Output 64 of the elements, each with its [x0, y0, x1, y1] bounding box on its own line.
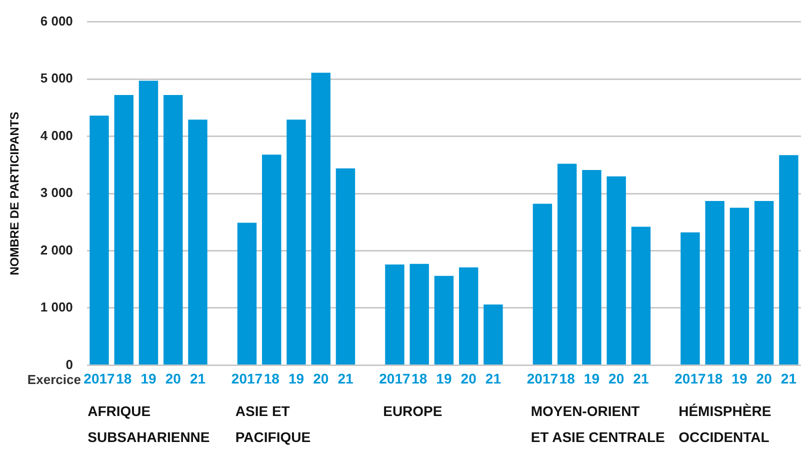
x-tick-label: 20 [313, 370, 329, 386]
y-tick-label: 1 000 [40, 300, 73, 315]
text: EUROPE [383, 402, 442, 421]
bar [90, 116, 109, 364]
x-tick-label: 19 [584, 370, 600, 386]
bar [434, 276, 454, 364]
y-tick-label: 4 000 [40, 128, 73, 143]
x-tick-label: 18 [264, 370, 280, 386]
y-tick-label: 6 000 [40, 13, 73, 28]
x-tick-label: 21 [338, 370, 354, 386]
y-tick-label: 2 000 [40, 242, 73, 258]
x-tick-label: 18 [412, 370, 428, 386]
y-tick-label: 0 [66, 356, 73, 372]
text: HÉMISPHÈRE OCCIDENTAL [678, 402, 772, 447]
text: MOYEN-ORIENT ET ASIE CENTRALE [530, 402, 665, 447]
text: ASIE ET PACIFIQUE [235, 402, 311, 447]
bar [631, 226, 651, 364]
bar [754, 200, 774, 364]
x-tick-label: 21 [780, 370, 797, 386]
bar [606, 176, 626, 364]
x-tick-label: 2017 [526, 370, 558, 386]
x-axis-title: Exercice [27, 372, 81, 387]
bar [286, 120, 306, 364]
bar [705, 200, 724, 364]
x-tick-label: 19 [732, 370, 748, 386]
y-axis-title: NOMBRE DE PARTICIPANTS [8, 112, 22, 276]
y-tick-label: 3 000 [40, 185, 73, 200]
bar [138, 80, 158, 364]
x-tick-label: 20 [756, 370, 772, 386]
bar [557, 164, 577, 364]
x-tick-label: 20 [460, 370, 477, 386]
bar [336, 168, 356, 364]
x-tick-label: 19 [288, 370, 304, 386]
x-tick-label: 21 [190, 370, 206, 386]
x-tick-label: 20 [608, 370, 624, 386]
bar [237, 222, 257, 364]
x-tick-label: 19 [436, 370, 452, 386]
bar [262, 154, 282, 364]
x-tick-label: 2017 [379, 370, 410, 386]
text: AFRIQUE SUBSAHARIENNE [88, 402, 210, 447]
x-tick-label: 18 [559, 370, 576, 386]
bar [311, 72, 330, 364]
x-tick-label: 18 [707, 370, 723, 386]
x-tick-label: 21 [485, 370, 502, 386]
bar [458, 267, 478, 364]
bar [582, 170, 602, 364]
bar [188, 120, 208, 364]
bar [680, 232, 700, 364]
bar [410, 264, 429, 364]
x-tick-label: 20 [165, 370, 182, 386]
x-tick-label: 2017 [84, 370, 116, 386]
x-tick-label: 21 [633, 370, 649, 386]
x-tick-label: 18 [116, 370, 132, 386]
bar [484, 304, 503, 364]
y-tick-label: 5 000 [40, 70, 73, 86]
bar [730, 208, 750, 364]
bar [779, 155, 798, 364]
bar [532, 204, 552, 364]
bar [164, 95, 183, 364]
bar [385, 264, 404, 364]
x-tick-label: 2017 [231, 370, 263, 386]
x-tick-label: 19 [140, 370, 156, 386]
bar [114, 95, 134, 364]
x-tick-label: 2017 [674, 370, 706, 386]
